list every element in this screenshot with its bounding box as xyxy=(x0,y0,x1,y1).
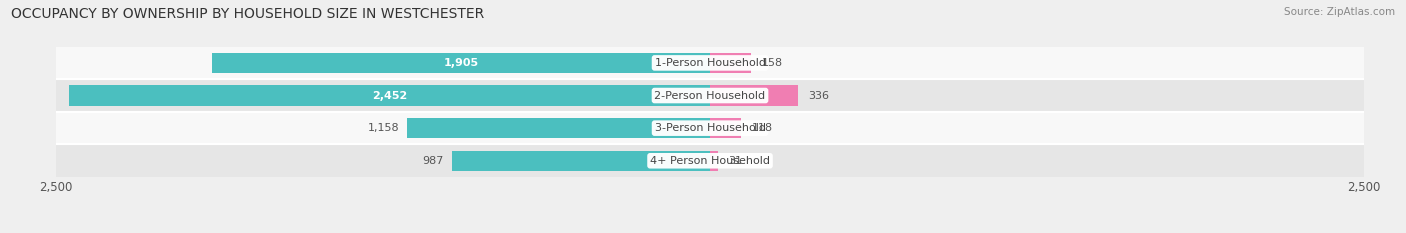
Bar xyxy=(710,151,718,171)
Bar xyxy=(710,53,751,73)
Bar xyxy=(710,118,741,138)
Text: 987: 987 xyxy=(423,156,444,166)
Text: 4+ Person Household: 4+ Person Household xyxy=(650,156,770,166)
Text: Source: ZipAtlas.com: Source: ZipAtlas.com xyxy=(1284,7,1395,17)
Text: 336: 336 xyxy=(808,91,830,100)
Text: 1-Person Household: 1-Person Household xyxy=(655,58,765,68)
Text: 1,905: 1,905 xyxy=(443,58,478,68)
Text: 118: 118 xyxy=(751,123,772,133)
Bar xyxy=(56,79,1364,112)
Bar xyxy=(408,118,710,138)
Text: 31: 31 xyxy=(728,156,742,166)
Bar xyxy=(710,86,797,106)
Bar xyxy=(451,151,710,171)
Text: 158: 158 xyxy=(762,58,783,68)
Text: OCCUPANCY BY OWNERSHIP BY HOUSEHOLD SIZE IN WESTCHESTER: OCCUPANCY BY OWNERSHIP BY HOUSEHOLD SIZE… xyxy=(11,7,485,21)
Bar xyxy=(56,47,1364,79)
Bar xyxy=(56,112,1364,144)
Text: 1,158: 1,158 xyxy=(368,123,399,133)
Text: 2-Person Household: 2-Person Household xyxy=(654,91,766,100)
Bar xyxy=(56,144,1364,177)
Text: 2,452: 2,452 xyxy=(371,91,406,100)
Bar xyxy=(69,86,710,106)
Bar xyxy=(212,53,710,73)
Text: 3-Person Household: 3-Person Household xyxy=(655,123,765,133)
